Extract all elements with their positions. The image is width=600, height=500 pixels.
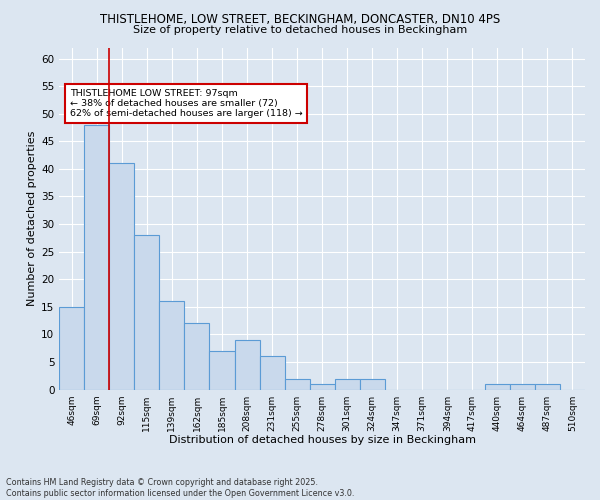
Bar: [510, 384, 535, 390]
Bar: [235, 340, 260, 390]
Bar: [59, 307, 85, 390]
Bar: [335, 378, 359, 390]
Bar: [184, 324, 209, 390]
Bar: [209, 351, 235, 390]
Bar: [535, 384, 560, 390]
Y-axis label: Number of detached properties: Number of detached properties: [27, 131, 37, 306]
Bar: [85, 124, 109, 390]
Bar: [284, 378, 310, 390]
Bar: [109, 164, 134, 390]
Text: THISTLEHOME LOW STREET: 97sqm
← 38% of detached houses are smaller (72)
62% of s: THISTLEHOME LOW STREET: 97sqm ← 38% of d…: [70, 88, 302, 118]
Bar: [359, 378, 385, 390]
Bar: [310, 384, 335, 390]
Text: Size of property relative to detached houses in Beckingham: Size of property relative to detached ho…: [133, 25, 467, 35]
Bar: [134, 235, 160, 390]
Bar: [260, 356, 284, 390]
X-axis label: Distribution of detached houses by size in Beckingham: Distribution of detached houses by size …: [169, 435, 476, 445]
Text: THISTLEHOME, LOW STREET, BECKINGHAM, DONCASTER, DN10 4PS: THISTLEHOME, LOW STREET, BECKINGHAM, DON…: [100, 12, 500, 26]
Bar: [485, 384, 510, 390]
Text: Contains HM Land Registry data © Crown copyright and database right 2025.
Contai: Contains HM Land Registry data © Crown c…: [6, 478, 355, 498]
Bar: [160, 302, 184, 390]
